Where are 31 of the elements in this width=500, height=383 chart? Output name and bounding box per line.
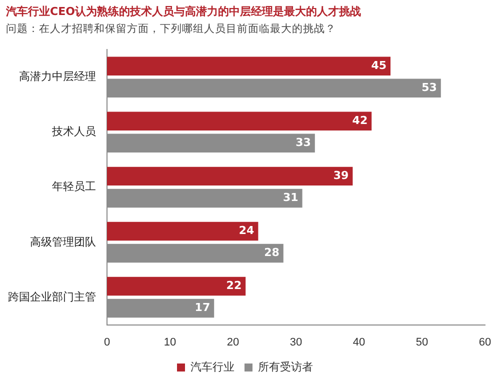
y-tick-label: 年轻员工 <box>52 181 96 194</box>
data-label: 31 <box>282 191 298 204</box>
chart-title: 汽车行业CEO认为熟练的技术人员与高潜力的中层经理是最大的人才挑战 <box>6 4 361 19</box>
chart-subtitle: 问题：在人才招聘和保留方面，下列哪组人员目前面临最大的挑战？ <box>6 22 336 36</box>
y-tick-label: 技术人员 <box>51 125 96 138</box>
data-label: 28 <box>264 246 280 260</box>
data-label: 33 <box>296 136 311 150</box>
data-label: 24 <box>238 224 255 238</box>
bar <box>107 276 246 296</box>
bar <box>107 112 372 131</box>
data-label: 45 <box>371 58 386 72</box>
x-tick-label: 20 <box>226 336 240 348</box>
x-tick-label: 10 <box>164 336 176 348</box>
x-tick-label: 30 <box>290 336 302 348</box>
x-tick-label: 50 <box>416 336 428 348</box>
y-tick-label: 高潜力中层经理 <box>19 70 96 84</box>
x-tick-label: 40 <box>352 336 366 348</box>
x-tick-label: 0 <box>104 336 110 348</box>
data-label: 53 <box>422 80 437 94</box>
data-label: 17 <box>194 301 210 314</box>
data-label: 42 <box>352 114 368 128</box>
bar <box>107 56 390 76</box>
x-tick-label: 60 <box>478 336 492 348</box>
bar <box>107 222 258 241</box>
y-tick-label: 跨国企业部门主管 <box>8 290 96 304</box>
legend-label: 汽车行业 <box>190 360 234 374</box>
y-tick-label: 高级管理团队 <box>30 235 96 248</box>
data-label: 22 <box>226 279 242 292</box>
bar <box>107 166 353 186</box>
data-label: 39 <box>333 169 349 182</box>
legend-label: 所有受访者 <box>258 360 313 374</box>
